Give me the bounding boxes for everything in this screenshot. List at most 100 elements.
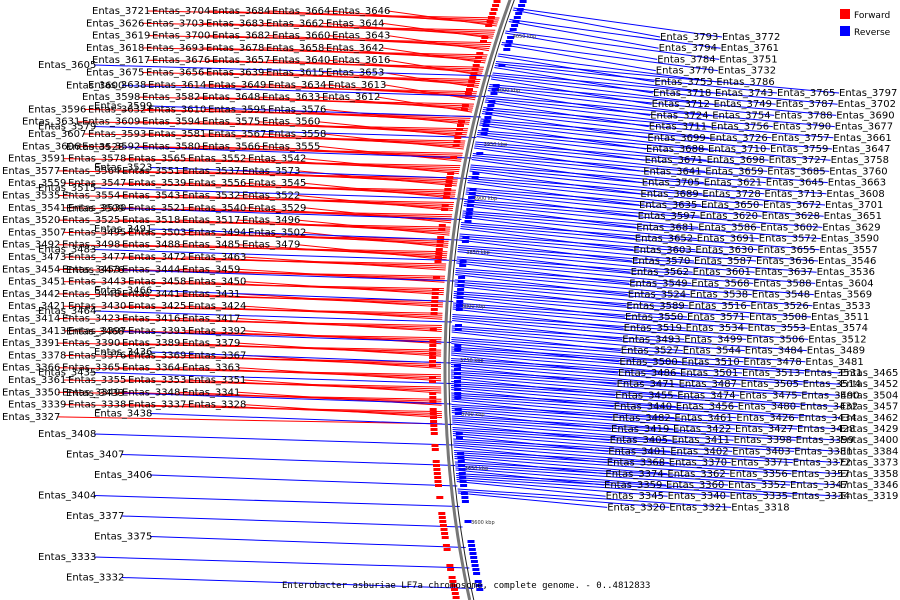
connector-line bbox=[177, 342, 442, 355]
gene-label: Entas_3373 bbox=[840, 458, 898, 469]
gene-label: Entas_3457 bbox=[840, 402, 898, 413]
gene-label: Entas_3466 bbox=[94, 286, 152, 297]
forward-gene bbox=[470, 72, 478, 75]
gene-label: Entas_3444 bbox=[122, 264, 180, 275]
connector-line bbox=[451, 383, 800, 408]
gene-label: Entas_3456 bbox=[676, 402, 734, 413]
connector-line bbox=[183, 404, 443, 417]
reverse-gene bbox=[459, 260, 467, 263]
gene-label: Entas_3721 bbox=[92, 6, 150, 17]
gene-label: Entas_3465 bbox=[840, 368, 898, 379]
gene-label: Entas_3559 bbox=[8, 178, 66, 189]
forward-gene bbox=[455, 132, 463, 135]
connector-line bbox=[183, 330, 442, 343]
gene-label: Entas_3568 bbox=[691, 278, 749, 289]
connector-line bbox=[452, 417, 796, 441]
forward-gene bbox=[438, 512, 446, 515]
gene-label: Entas_3788 bbox=[774, 110, 832, 121]
connector-line bbox=[451, 325, 807, 352]
gene-label: Entas_3426 bbox=[736, 413, 794, 424]
gene-label: Entas_3642 bbox=[326, 43, 384, 54]
forward-gene bbox=[436, 244, 444, 247]
connector-line bbox=[93, 310, 453, 323]
reverse-gene bbox=[454, 328, 462, 331]
forward-gene bbox=[471, 68, 479, 71]
reverse-gene bbox=[476, 152, 484, 155]
gene-label: Entas_3572 bbox=[759, 234, 817, 245]
connector-line bbox=[501, 44, 656, 72]
gene-label: Entas_3393 bbox=[128, 326, 186, 337]
gene-label: Entas_3558 bbox=[268, 129, 326, 140]
forward-gene bbox=[450, 156, 458, 159]
forward-gene bbox=[441, 532, 449, 535]
forward-gene bbox=[432, 288, 440, 291]
connector-line bbox=[457, 251, 631, 273]
connector-line bbox=[513, 7, 723, 38]
gene-label: Entas_3427 bbox=[735, 424, 793, 435]
reverse-gene bbox=[456, 292, 464, 295]
reverse-gene bbox=[454, 380, 461, 383]
forward-gene bbox=[435, 484, 442, 487]
connector-line bbox=[508, 21, 659, 49]
reverse-gene bbox=[454, 408, 462, 411]
connector-line bbox=[462, 214, 697, 240]
gene-label: Entas_3371 bbox=[731, 458, 789, 469]
reverse-gene bbox=[485, 112, 493, 115]
connector-line bbox=[177, 367, 442, 380]
legend-label-forward: Forward bbox=[854, 11, 890, 21]
connector-line bbox=[476, 134, 707, 161]
connector-line bbox=[177, 391, 442, 404]
gene-label: Entas_3540 bbox=[188, 203, 246, 214]
gene-label: Entas_3529 bbox=[248, 203, 306, 214]
reverse-gene bbox=[458, 464, 466, 467]
gene-label: Entas_3530 bbox=[68, 203, 126, 214]
connector-line bbox=[470, 164, 827, 195]
gene-label: Entas_3517 bbox=[182, 215, 240, 226]
reverse-gene bbox=[454, 396, 462, 399]
forward-gene bbox=[450, 584, 458, 587]
forward-gene bbox=[434, 260, 442, 263]
connector-line bbox=[458, 239, 633, 262]
connector-line bbox=[183, 281, 444, 294]
connector-line bbox=[472, 157, 704, 184]
reverse-gene bbox=[481, 128, 489, 131]
forward-gene bbox=[435, 252, 443, 255]
gene-label: Entas_3677 bbox=[835, 122, 893, 133]
forward-gene bbox=[431, 304, 438, 307]
gene-label: Entas_3353 bbox=[128, 375, 186, 386]
gene-label: Entas_3365 bbox=[62, 363, 120, 374]
gene-label: Entas_3550 bbox=[625, 312, 683, 323]
reverse-gene bbox=[458, 468, 466, 471]
gene-label: Entas_3421 bbox=[8, 301, 66, 312]
gene-label: Entas_3592 bbox=[82, 141, 140, 152]
reverse-gene bbox=[456, 304, 463, 307]
gene-label: Entas_3603 bbox=[633, 245, 691, 256]
gene-label: Entas_3535 bbox=[2, 191, 60, 202]
connector-line bbox=[463, 203, 699, 228]
connector-line bbox=[456, 481, 606, 497]
connector-line bbox=[121, 208, 462, 220]
gene-label: Entas_3607 bbox=[28, 129, 86, 140]
connector-line bbox=[459, 235, 757, 262]
gene-label: Entas_3400 bbox=[840, 435, 898, 446]
gene-label: Entas_3636 bbox=[756, 256, 814, 267]
reverse-gene bbox=[505, 40, 513, 43]
gene-label: Entas_3565 bbox=[128, 154, 186, 165]
gene-label: Entas_3406 bbox=[94, 470, 152, 481]
forward-gene bbox=[469, 76, 477, 79]
connector-line bbox=[453, 444, 669, 464]
gene-label: Entas_3423 bbox=[62, 314, 120, 325]
connector-line bbox=[243, 330, 442, 345]
gene-label: Entas_3594 bbox=[142, 117, 200, 128]
ring-inner bbox=[448, 0, 515, 600]
gene-label: Entas_3431 bbox=[182, 289, 240, 300]
reverse-gene bbox=[468, 196, 476, 199]
gene-label: Entas_3600 bbox=[66, 81, 124, 92]
gene-label: Entas_3573 bbox=[242, 166, 300, 177]
connector-line bbox=[474, 147, 644, 172]
forward-gene bbox=[435, 256, 442, 259]
forward-gene bbox=[464, 92, 472, 95]
connector-line bbox=[456, 260, 692, 284]
gene-label: Entas_3662 bbox=[266, 18, 324, 29]
connector-line bbox=[297, 244, 447, 261]
